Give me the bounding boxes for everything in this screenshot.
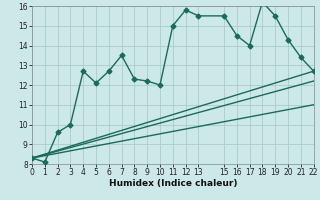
X-axis label: Humidex (Indice chaleur): Humidex (Indice chaleur) xyxy=(108,179,237,188)
